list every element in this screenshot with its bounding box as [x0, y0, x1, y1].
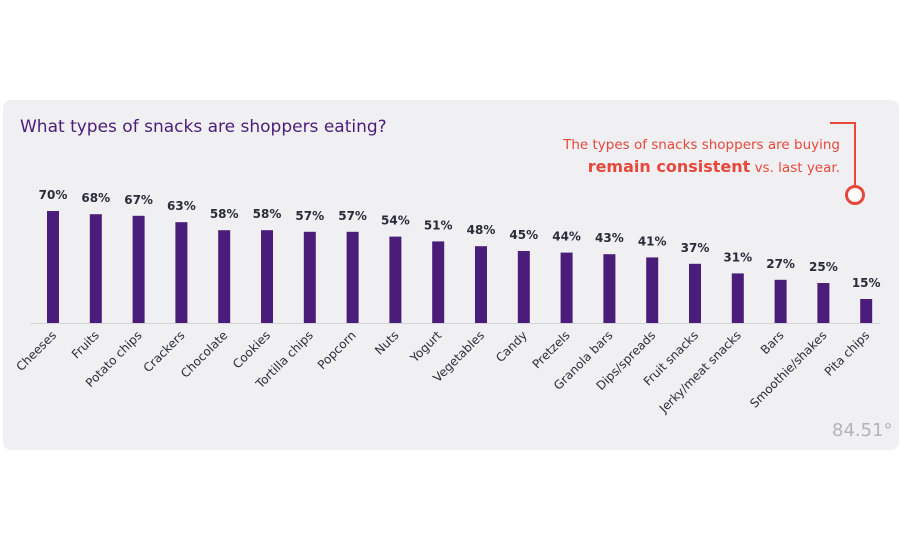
category-label: Nuts	[372, 328, 401, 357]
bar-dips-spreads	[646, 257, 659, 323]
data-label: 45%	[509, 228, 538, 242]
data-label: 67%	[124, 193, 153, 207]
data-label: 63%	[167, 199, 196, 213]
bar-cheeses	[47, 211, 59, 323]
callout-annotation: The types of snacks shoppers are buying …	[563, 134, 840, 179]
callout-highlight: remain consistent	[587, 157, 751, 176]
bar-pretzels	[560, 252, 573, 323]
category-label: Yogurt	[407, 328, 445, 366]
data-label: 57%	[295, 209, 324, 223]
bar-bars	[774, 279, 787, 323]
bar-fruits	[89, 214, 102, 323]
bar-crackers	[175, 222, 188, 323]
bar-jerky-meat-snacks	[731, 273, 744, 323]
category-label: Fruits	[69, 328, 102, 361]
brand-logo: 84.51°	[832, 420, 893, 441]
callout-line-2: remain consistent vs. last year.	[563, 156, 840, 179]
bar-fruit-snacks	[689, 263, 701, 323]
callout-line-1: The types of snacks shoppers are buying	[563, 137, 840, 153]
data-label: 41%	[638, 234, 667, 248]
data-label: 25%	[809, 260, 838, 274]
category-label: Chocolate	[178, 328, 230, 380]
data-label: 57%	[338, 209, 367, 223]
bar-chocolate	[218, 230, 231, 323]
data-label: 58%	[210, 207, 239, 221]
data-label: 51%	[424, 218, 453, 232]
data-label: 68%	[81, 191, 110, 205]
category-label: Pita chips	[822, 328, 873, 379]
callout-tail: vs. last year.	[750, 160, 840, 176]
callout-connector-horizontal	[830, 122, 855, 124]
data-label: 27%	[766, 257, 795, 271]
callout-connector-vertical	[854, 122, 856, 186]
category-label: Cheeses	[13, 328, 59, 374]
data-label: 54%	[381, 214, 410, 228]
bar-potato-chips	[132, 215, 145, 323]
chart-panel	[3, 100, 899, 450]
bar-granola-bars	[603, 254, 616, 323]
category-label: Pretzels	[530, 328, 573, 371]
category-label: Bars	[758, 328, 787, 357]
bar-cookies	[261, 230, 273, 323]
data-label: 37%	[681, 241, 710, 255]
bar-tortilla-chips	[303, 231, 316, 323]
data-label: 48%	[467, 223, 496, 237]
bar-nuts	[389, 236, 402, 323]
callout-circle-marker	[845, 185, 865, 205]
category-label: Jerky/meat snacks	[656, 328, 744, 416]
chart-title: What types of snacks are shoppers eating…	[20, 117, 387, 137]
category-label: Smoothie/shakes	[747, 328, 829, 410]
category-label: Cookies	[230, 328, 273, 371]
bar-yogurt	[432, 241, 445, 323]
bar-vegetables	[475, 246, 487, 323]
data-label: 15%	[852, 276, 881, 290]
data-label: 44%	[552, 230, 581, 244]
bar-smoothie-shakes	[817, 283, 830, 323]
data-label: 31%	[723, 250, 752, 264]
bar-pita-chips	[860, 299, 873, 323]
data-label: 58%	[253, 207, 282, 221]
data-label: 43%	[595, 231, 624, 245]
bar-popcorn	[346, 231, 359, 323]
category-label: Candy	[493, 328, 530, 365]
bar-candy	[517, 251, 530, 323]
category-label: Popcorn	[315, 328, 359, 372]
data-label: 70%	[39, 188, 68, 202]
